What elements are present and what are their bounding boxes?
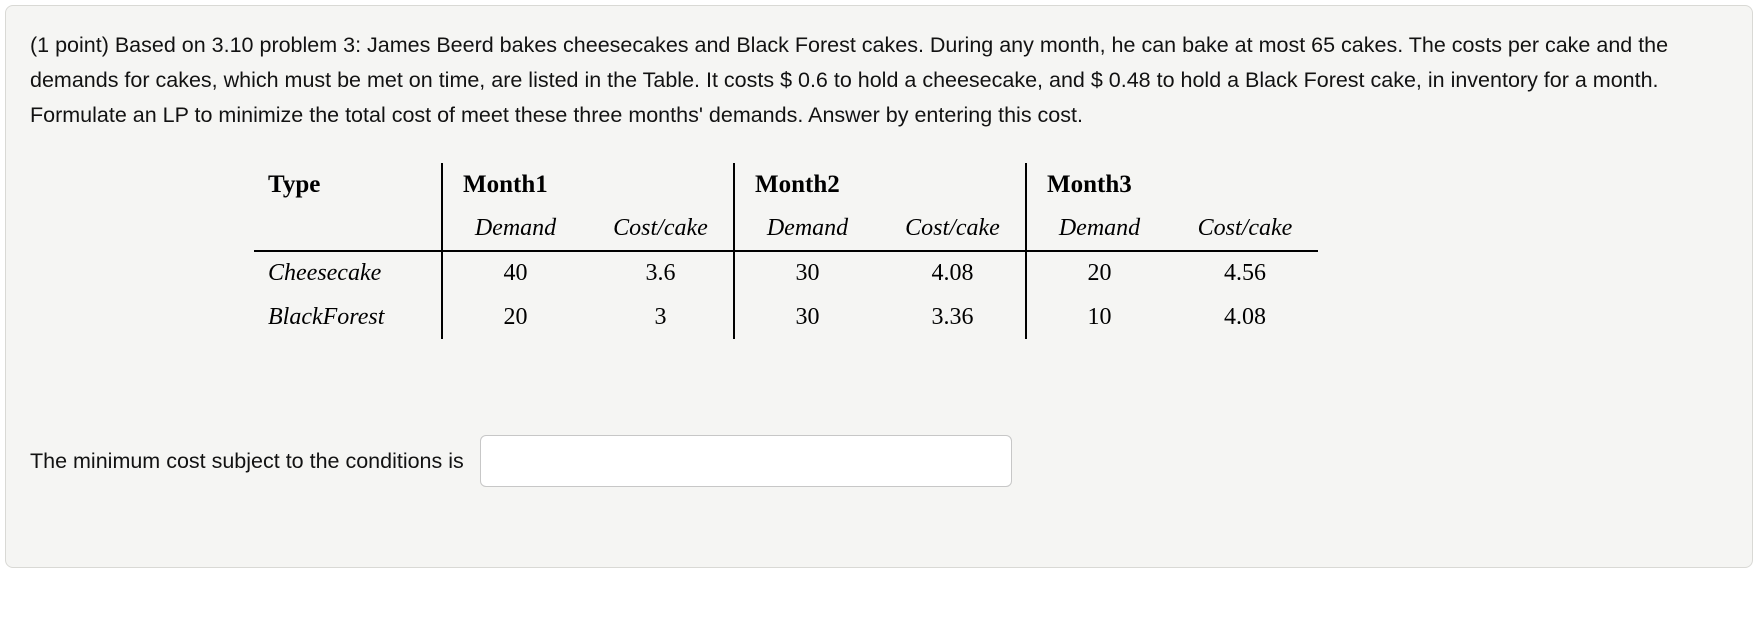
table-row-blackforest: BlackForest 20 3 30 3.36 10 4.08 bbox=[254, 295, 1318, 339]
cell-cheesecake-m1-cost: 3.6 bbox=[588, 251, 735, 295]
answer-row: The minimum cost subject to the conditio… bbox=[30, 435, 1728, 487]
cell-cheesecake-m3-cost: 4.56 bbox=[1224, 260, 1266, 286]
answer-input[interactable] bbox=[479, 435, 1012, 487]
row-label-cheesecake: Cheesecake bbox=[254, 251, 443, 295]
subheader-demand-month3: Demand bbox=[1026, 207, 1172, 252]
cell-blackforest-m2-cost: 3.36 bbox=[880, 295, 1027, 339]
problem-statement: (1 point) Based on 3.10 problem 3: James… bbox=[30, 33, 1669, 127]
subheader-cost-month2: Cost/cake bbox=[880, 207, 1027, 252]
cell-blackforest-m2-demand: 30 bbox=[795, 303, 820, 330]
subheader-demand-month2: Demand bbox=[734, 207, 880, 252]
cell-blackforest-m1-cost: 3 bbox=[588, 295, 735, 339]
row-label-blackforest: BlackForest bbox=[254, 295, 443, 339]
table-header-month2: Month2 bbox=[734, 163, 1027, 207]
table-month-header-row: Type Month1 Month2 Month3 bbox=[254, 163, 1318, 207]
cell-cheesecake-m2-demand: 30 bbox=[795, 260, 820, 286]
subheader-cost-month1: Cost/cake bbox=[588, 207, 735, 252]
cell-blackforest-m3-cost: 4.08 bbox=[1224, 303, 1266, 330]
problem-panel: (1 point) Based on 3.10 problem 3: James… bbox=[5, 5, 1753, 568]
cost-demand-table: Type Month1 Month2 Month3 Demand Cost/ca… bbox=[254, 163, 1318, 339]
table-sub-header-row: Demand Cost/cake Demand Cost/cake Demand… bbox=[254, 207, 1318, 252]
table-header-month1: Month1 bbox=[442, 163, 735, 207]
subheader-demand-month1: Demand bbox=[442, 207, 588, 252]
table-header-type: Type bbox=[254, 163, 443, 207]
cell-cheesecake-m1-demand: 40 bbox=[503, 260, 528, 286]
table-row-cheesecake: Cheesecake 40 3.6 30 4.08 20 4.56 bbox=[254, 251, 1318, 295]
cell-blackforest-m1-demand: 20 bbox=[503, 303, 528, 330]
table-subheader-spacer bbox=[254, 207, 443, 252]
cell-cheesecake-m3-demand: 20 bbox=[1087, 260, 1112, 286]
cell-cheesecake-m2-cost: 4.08 bbox=[880, 251, 1027, 295]
subheader-cost-month3: Cost/cake bbox=[1172, 207, 1318, 252]
cell-blackforest-m3-demand: 10 bbox=[1087, 303, 1112, 330]
table-header-month3: Month3 bbox=[1047, 171, 1132, 198]
answer-label: The minimum cost subject to the conditio… bbox=[30, 448, 464, 473]
